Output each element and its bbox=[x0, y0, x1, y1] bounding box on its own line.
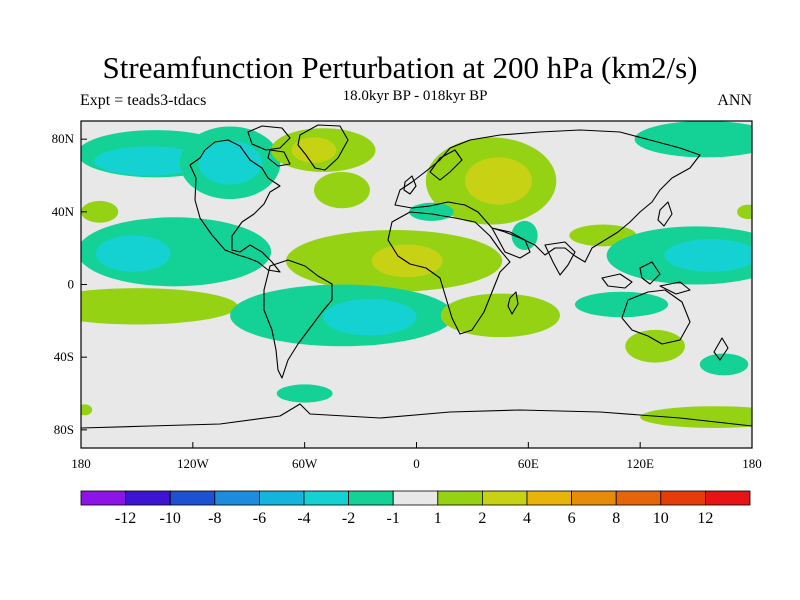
colorbar-swatch bbox=[615, 490, 662, 506]
colorbar-swatch bbox=[80, 490, 126, 506]
experiment-label: Expt = teads3-tdacs bbox=[80, 92, 207, 109]
colorbar-label: 12 bbox=[697, 510, 713, 527]
colorbar-label: 2 bbox=[478, 510, 486, 527]
contour-region bbox=[440, 293, 561, 338]
contour-region bbox=[81, 200, 119, 223]
coast-british-isles bbox=[403, 175, 417, 195]
y-tick-label: 40N bbox=[52, 204, 75, 219]
contour-region bbox=[198, 140, 262, 185]
x-tick-label: 180 bbox=[71, 456, 91, 471]
colorbar-label: -8 bbox=[208, 510, 221, 527]
contour-region bbox=[313, 171, 370, 209]
colorbar-swatch bbox=[125, 490, 171, 506]
coast-india bbox=[544, 241, 576, 276]
colorbar-label: -2 bbox=[342, 510, 355, 527]
coastlines bbox=[81, 124, 752, 429]
colorbar-swatch bbox=[169, 490, 216, 506]
y-axis: 80N 40N 0 40S 80S bbox=[52, 131, 87, 437]
x-axis: 180 120W 60W 0 60E 120E 180 bbox=[71, 442, 762, 471]
contour-region bbox=[81, 404, 93, 416]
season-label: ANN bbox=[717, 92, 752, 109]
coast-japan bbox=[657, 201, 673, 227]
y-tick-label: 40S bbox=[54, 349, 74, 364]
colorbar-label: 10 bbox=[653, 510, 669, 527]
coast-arctic-islands bbox=[247, 125, 291, 167]
x-tick-label: 120E bbox=[626, 456, 654, 471]
coast-scandinavia bbox=[429, 149, 463, 181]
contour-region bbox=[95, 235, 171, 272]
period-label: 18.0kyr BP - 018kyr BP bbox=[342, 88, 488, 104]
contour-region bbox=[634, 121, 752, 158]
colorbar-swatch bbox=[571, 490, 617, 506]
x-tick-label: 120W bbox=[177, 456, 210, 471]
colorbar-swatch bbox=[437, 490, 483, 506]
contour-fields bbox=[81, 121, 752, 429]
coast-maritime-asia bbox=[601, 261, 691, 295]
coast-madagascar bbox=[507, 291, 519, 315]
coast-new-zealand bbox=[713, 337, 729, 361]
coast-south-america bbox=[263, 259, 333, 379]
colorbar-swatch bbox=[481, 490, 528, 506]
coast-north-america bbox=[189, 139, 281, 273]
contour-region bbox=[94, 146, 206, 176]
contour-region bbox=[464, 157, 533, 205]
coast-africa bbox=[387, 211, 511, 335]
colorbar-label: 6 bbox=[568, 510, 576, 527]
coast-greenland bbox=[297, 124, 349, 171]
colorbar-swatch bbox=[303, 490, 349, 506]
colorbar-label: -12 bbox=[115, 510, 136, 527]
contour-region bbox=[574, 291, 669, 318]
colorbar-label: 8 bbox=[612, 510, 620, 527]
coast-arabia bbox=[491, 227, 531, 259]
contour-region bbox=[664, 239, 752, 272]
colorbar-swatch bbox=[258, 490, 305, 506]
x-tick-label: 60W bbox=[292, 456, 318, 471]
colorbar-label: 4 bbox=[523, 510, 531, 527]
colorbar-swatch bbox=[392, 490, 439, 506]
coast-australia bbox=[621, 289, 691, 345]
x-tick-label: 180 bbox=[742, 456, 762, 471]
y-tick-label: 80N bbox=[52, 131, 75, 146]
colorbar-swatch bbox=[348, 490, 394, 506]
colorbar-label: -10 bbox=[160, 510, 181, 527]
plot-title: Streamfunction Perturbation at 200 hPa (… bbox=[102, 50, 698, 85]
colorbar-label: -4 bbox=[297, 510, 310, 527]
colorbar-label: 1 bbox=[434, 510, 442, 527]
contour-region bbox=[276, 384, 333, 403]
colorbar: -12 -10 -8 -6 -4 -2 -1 1 2 4 6 8 10 12 bbox=[80, 490, 751, 527]
contour-region bbox=[699, 353, 749, 376]
contour-region bbox=[371, 244, 443, 278]
contour-region bbox=[291, 137, 337, 163]
coast-antarctica bbox=[81, 403, 752, 429]
colorbar-label: -1 bbox=[387, 510, 400, 527]
contour-region bbox=[81, 288, 238, 325]
colorbar-swatch bbox=[705, 490, 751, 506]
contour-region bbox=[737, 204, 752, 220]
y-tick-label: 0 bbox=[68, 277, 75, 292]
x-tick-label: 60E bbox=[518, 456, 539, 471]
colorbar-swatch bbox=[214, 490, 260, 506]
colorbar-label: -6 bbox=[253, 510, 266, 527]
colorbar-swatch bbox=[660, 490, 706, 506]
x-tick-label: 0 bbox=[413, 456, 420, 471]
y-tick-label: 80S bbox=[54, 422, 74, 437]
contour-region bbox=[323, 299, 417, 336]
colorbar-swatch bbox=[526, 490, 572, 506]
contour-region bbox=[625, 329, 685, 363]
